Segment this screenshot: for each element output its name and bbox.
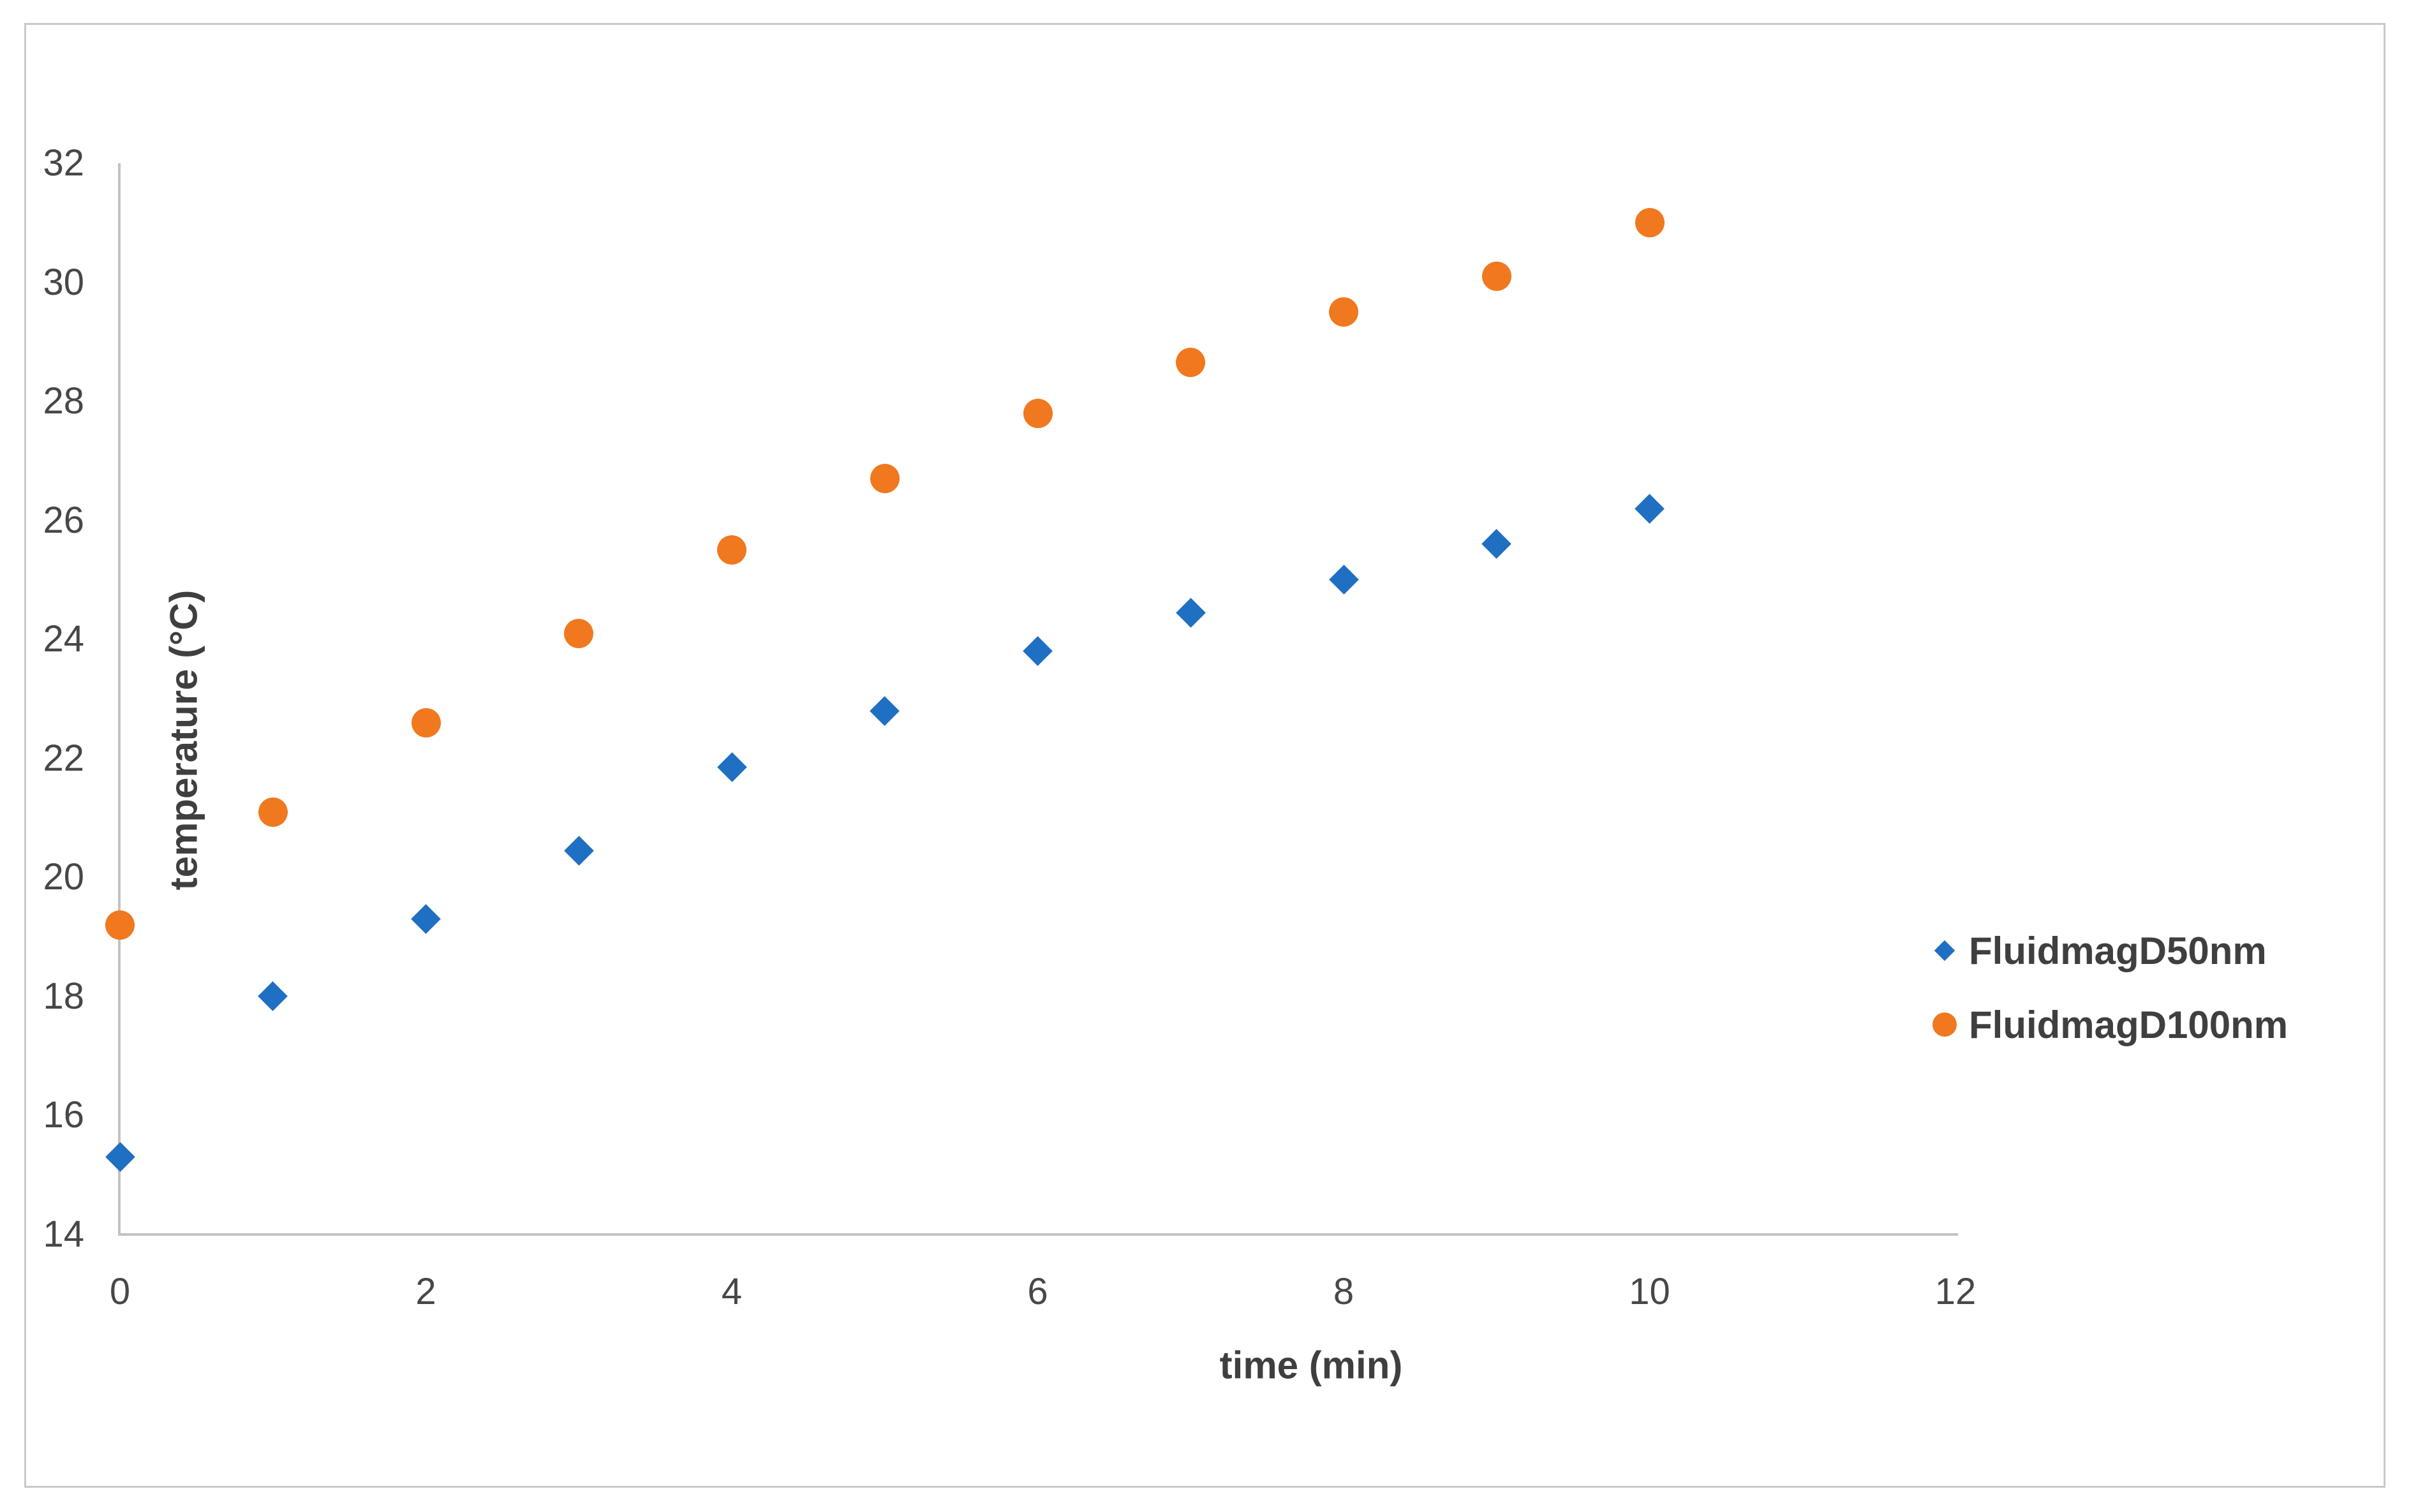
legend-item-fluidmagd100nm: FluidmagD100nm — [1925, 993, 2288, 1056]
legend-label: FluidmagD50nm — [1969, 929, 2267, 972]
y-tick-label: 30 — [43, 261, 84, 303]
x-tick-label: 10 — [1629, 1271, 1670, 1312]
scatter-point-FluidmagD100nm-t1 — [258, 797, 288, 827]
x-tick-label: 8 — [1333, 1271, 1354, 1312]
y-axis-title: temperature (°C) — [162, 589, 205, 891]
legend-label: FluidmagD100nm — [1969, 1003, 2289, 1046]
y-tick-label: 26 — [43, 499, 84, 541]
x-tick-label: 12 — [1934, 1271, 1977, 1312]
y-tick-label: 14 — [43, 1213, 84, 1255]
scatter-point-FluidmagD100nm-t9 — [1481, 262, 1511, 292]
blue-diamond-icon — [1934, 940, 1955, 961]
legend-item-fluidmagd50nm: FluidmagD50nm — [1925, 919, 2267, 982]
y-tick-label: 28 — [43, 380, 84, 422]
y-tick-label: 18 — [43, 975, 84, 1017]
orange-circle-icon — [1933, 1012, 1957, 1037]
scatter-point-FluidmagD100nm-t10 — [1635, 208, 1665, 238]
scatter-point-FluidmagD100nm-t6 — [1023, 398, 1053, 428]
y-tick-label: 16 — [43, 1094, 84, 1136]
scatter-point-FluidmagD100nm-t2 — [411, 708, 441, 737]
x-axis-line — [118, 1233, 1958, 1236]
legend-marker-box — [1925, 1005, 1964, 1044]
y-tick-label: 32 — [43, 142, 84, 184]
scatter-point-FluidmagD100nm-t3 — [564, 618, 594, 648]
x-axis-title: time (min) — [1219, 1344, 1403, 1387]
scatter-point-FluidmagD100nm-t5 — [870, 464, 900, 494]
x-tick-label: 2 — [415, 1271, 436, 1312]
y-axis-line — [118, 163, 121, 1236]
scatter-point-FluidmagD100nm-t8 — [1329, 297, 1358, 327]
scatter-point-FluidmagD100nm-t0 — [105, 910, 135, 940]
scatter-point-FluidmagD100nm-t4 — [717, 535, 746, 565]
x-tick-label: 6 — [1027, 1271, 1048, 1312]
y-tick-label: 20 — [43, 856, 84, 898]
y-tick-label: 22 — [43, 737, 84, 779]
x-tick-label: 0 — [109, 1271, 131, 1312]
scatter-point-FluidmagD100nm-t7 — [1176, 348, 1206, 378]
chart-border — [24, 23, 2385, 1488]
x-tick-label: 4 — [721, 1271, 743, 1312]
legend-marker-box — [1925, 931, 1964, 970]
y-tick-label: 24 — [43, 618, 84, 660]
